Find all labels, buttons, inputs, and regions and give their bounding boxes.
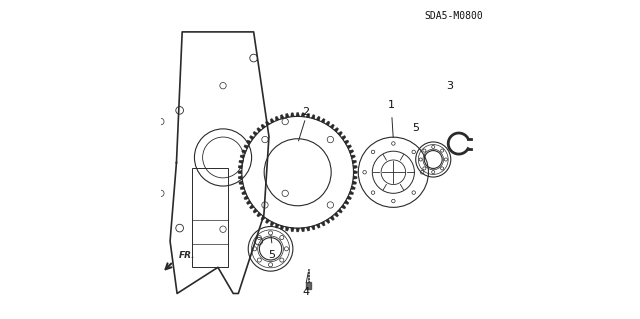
Polygon shape (326, 219, 330, 224)
Polygon shape (341, 204, 346, 209)
Polygon shape (353, 165, 357, 169)
Bar (193, 168, 228, 267)
Polygon shape (334, 128, 339, 132)
Polygon shape (239, 181, 243, 184)
Polygon shape (321, 221, 325, 226)
Text: 4: 4 (302, 287, 309, 297)
Polygon shape (311, 115, 315, 119)
Text: 2: 2 (302, 107, 309, 117)
Polygon shape (338, 209, 342, 213)
Text: FR.: FR. (179, 251, 195, 260)
Polygon shape (301, 228, 305, 232)
Polygon shape (353, 176, 357, 179)
Polygon shape (253, 209, 258, 213)
Polygon shape (306, 114, 310, 118)
Polygon shape (250, 136, 254, 140)
Polygon shape (307, 282, 312, 289)
Polygon shape (285, 114, 289, 118)
Polygon shape (238, 176, 243, 179)
Polygon shape (242, 150, 246, 154)
Polygon shape (266, 219, 270, 224)
Polygon shape (352, 160, 356, 164)
Polygon shape (321, 118, 325, 123)
Polygon shape (244, 196, 248, 200)
Text: 5: 5 (269, 250, 276, 260)
Polygon shape (240, 186, 244, 189)
Polygon shape (330, 216, 334, 220)
Polygon shape (253, 131, 258, 136)
Polygon shape (349, 191, 354, 195)
Polygon shape (257, 128, 261, 132)
Polygon shape (344, 140, 349, 145)
Polygon shape (316, 116, 320, 121)
Polygon shape (261, 216, 266, 220)
Text: 5: 5 (412, 122, 419, 133)
Polygon shape (242, 191, 246, 195)
Polygon shape (296, 113, 300, 116)
Polygon shape (338, 131, 342, 136)
Polygon shape (246, 140, 251, 145)
Polygon shape (266, 121, 270, 126)
Polygon shape (246, 200, 251, 204)
Polygon shape (353, 170, 357, 174)
Polygon shape (330, 124, 334, 129)
Polygon shape (280, 226, 284, 230)
Polygon shape (257, 212, 261, 217)
Polygon shape (326, 121, 330, 126)
Polygon shape (275, 116, 279, 121)
Polygon shape (351, 155, 355, 159)
Polygon shape (296, 228, 300, 232)
Text: 3: 3 (445, 81, 452, 91)
Text: 1: 1 (388, 100, 396, 110)
Polygon shape (316, 224, 320, 228)
Polygon shape (349, 150, 354, 154)
Polygon shape (250, 204, 254, 209)
Polygon shape (347, 196, 351, 200)
Polygon shape (347, 145, 351, 149)
Polygon shape (238, 165, 243, 169)
Polygon shape (240, 155, 244, 159)
Polygon shape (285, 227, 289, 231)
Polygon shape (344, 200, 349, 204)
Polygon shape (311, 226, 315, 230)
Polygon shape (244, 145, 248, 149)
Polygon shape (261, 124, 266, 129)
Polygon shape (352, 181, 356, 184)
Polygon shape (351, 186, 355, 189)
Polygon shape (306, 227, 310, 231)
Polygon shape (280, 115, 284, 119)
Polygon shape (239, 160, 243, 164)
Polygon shape (270, 118, 275, 123)
Polygon shape (291, 113, 294, 117)
Polygon shape (275, 224, 279, 228)
Text: SDA5-M0800: SDA5-M0800 (424, 11, 483, 21)
Polygon shape (301, 113, 305, 117)
Polygon shape (334, 212, 339, 217)
Polygon shape (270, 221, 275, 226)
Polygon shape (341, 136, 346, 140)
Polygon shape (238, 170, 242, 174)
Polygon shape (291, 228, 294, 232)
